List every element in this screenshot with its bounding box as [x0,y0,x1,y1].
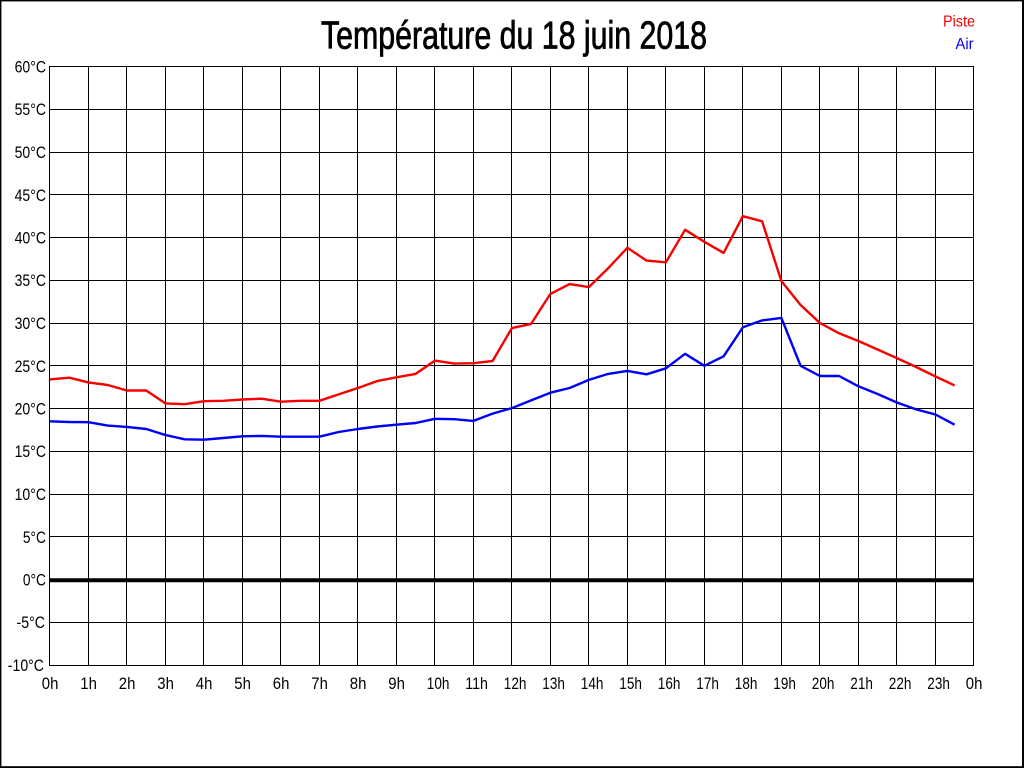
svg-text:11h: 11h [465,675,488,693]
svg-text:35°C: 35°C [15,272,47,290]
svg-text:10°C: 10°C [15,486,47,504]
svg-text:15h: 15h [619,675,642,693]
svg-text:6h: 6h [273,675,290,693]
svg-text:Air: Air [956,36,975,53]
svg-text:Température du 18 juin 2018: Température du 18 juin 2018 [321,15,707,58]
svg-text:0°C: 0°C [23,572,46,590]
svg-text:19h: 19h [773,675,796,693]
svg-text:45°C: 45°C [15,187,47,205]
svg-text:30°C: 30°C [15,315,47,333]
svg-text:-10°C: -10°C [8,657,44,675]
svg-text:60°C: 60°C [15,59,47,77]
svg-text:12h: 12h [504,675,527,693]
svg-text:16h: 16h [658,675,681,693]
svg-text:21h: 21h [850,675,873,693]
svg-text:18h: 18h [735,675,758,693]
svg-text:2h: 2h [119,675,136,693]
svg-text:5°C: 5°C [23,529,46,547]
svg-text:23h: 23h [927,675,950,693]
svg-text:20°C: 20°C [15,401,47,419]
svg-text:-5°C: -5°C [17,614,46,632]
svg-text:55°C: 55°C [15,101,47,119]
svg-text:0h: 0h [42,675,59,693]
svg-text:9h: 9h [388,675,405,693]
svg-text:10h: 10h [427,675,450,693]
svg-text:4h: 4h [196,675,213,693]
svg-text:Piste: Piste [943,14,975,31]
svg-text:3h: 3h [157,675,174,693]
svg-text:50°C: 50°C [15,144,47,162]
svg-text:13h: 13h [542,675,565,693]
svg-text:8h: 8h [350,675,367,693]
svg-text:17h: 17h [696,675,719,693]
svg-text:25°C: 25°C [15,358,47,376]
svg-text:22h: 22h [889,675,912,693]
svg-text:40°C: 40°C [15,230,47,248]
svg-text:20h: 20h [812,675,835,693]
svg-text:1h: 1h [80,675,97,693]
svg-text:14h: 14h [581,675,604,693]
svg-text:7h: 7h [311,675,328,693]
svg-text:0h: 0h [966,675,983,693]
svg-text:15°C: 15°C [15,443,47,461]
svg-text:5h: 5h [234,675,251,693]
